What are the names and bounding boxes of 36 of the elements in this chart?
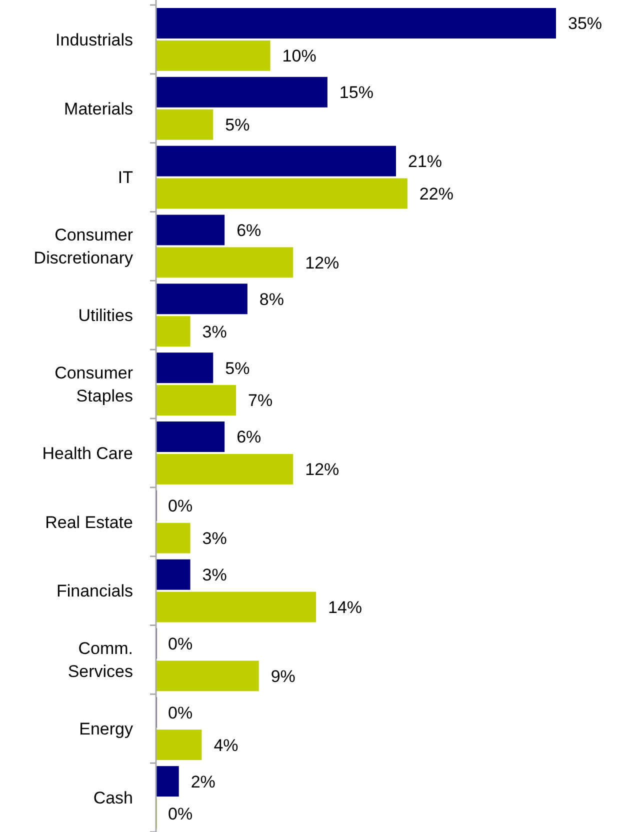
y-tick-label: IT (118, 168, 133, 188)
data-label: 10% (282, 46, 316, 66)
data-label: 8% (259, 290, 284, 309)
data-label: 4% (214, 736, 238, 755)
data-label: 21% (408, 152, 442, 172)
data-label: 0% (168, 634, 193, 654)
data-label: 35% (568, 14, 602, 34)
data-label: 3% (202, 566, 227, 585)
y-tick-label: Consumer Discretionary (34, 226, 134, 268)
data-label: 14% (328, 598, 362, 617)
data-label: 12% (305, 253, 340, 272)
data-label: 6% (236, 428, 262, 447)
y-tick-label: Financials (56, 582, 133, 601)
data-label: 12% (305, 460, 340, 480)
data-label: 22% (419, 184, 454, 204)
data-label: 0% (168, 804, 193, 824)
y-tick-label: Utilities (78, 306, 133, 326)
y-tick-label: Comm. Services (68, 639, 133, 682)
data-label: 0% (168, 703, 193, 722)
y-tick-label: Energy (79, 720, 134, 739)
data-label: 9% (270, 666, 296, 686)
data-label: 5% (225, 358, 250, 378)
y-tick-label: Industrials (56, 30, 133, 50)
y-tick-label: Consumer Staples (54, 363, 134, 406)
data-label: 5% (225, 116, 250, 135)
y-tick-label: Cash (93, 788, 133, 808)
y-tick-label: Materials (64, 99, 133, 118)
data-label: 2% (190, 772, 216, 792)
data-label: 3% (202, 529, 227, 548)
data-label: 6% (236, 220, 262, 240)
data-label: 15% (339, 83, 374, 102)
y-tick-label: Real Estate (45, 512, 133, 532)
data-label: 3% (202, 322, 227, 342)
data-label: 0% (168, 496, 193, 516)
data-label: 7% (248, 391, 273, 410)
y-tick-label: Health Care (42, 444, 133, 463)
